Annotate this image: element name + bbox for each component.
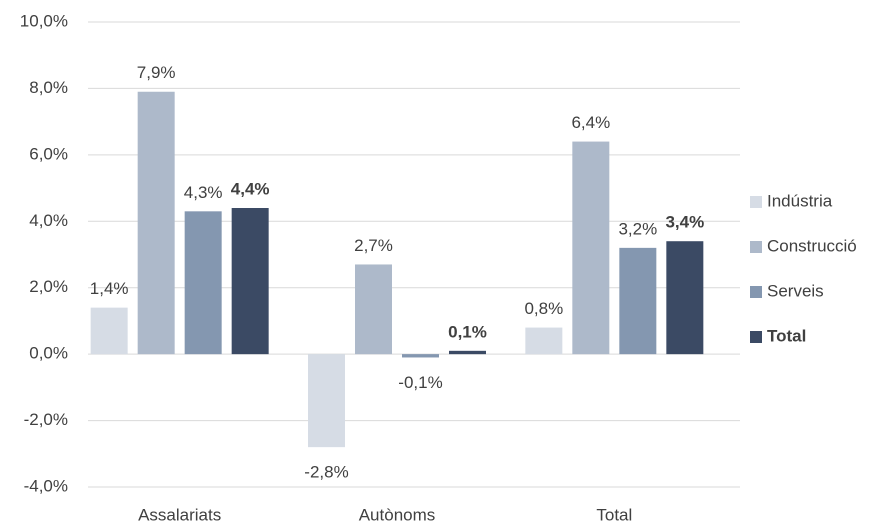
legend-swatch — [750, 196, 762, 208]
legend-label: Construcció — [767, 236, 857, 255]
x-tick-label: Total — [596, 505, 632, 524]
value-label: 1,4% — [90, 279, 129, 298]
legend-label: Total — [767, 326, 806, 345]
bar — [402, 354, 439, 358]
bar — [525, 327, 563, 355]
bar — [137, 91, 175, 355]
y-tick-label: 2,0% — [29, 277, 68, 296]
bar — [572, 141, 610, 355]
y-tick-label: 6,0% — [29, 144, 68, 163]
bar — [90, 307, 128, 355]
bar — [355, 264, 392, 355]
bar — [449, 350, 486, 355]
value-label: 7,9% — [137, 63, 176, 82]
x-tick-label: Autònoms — [359, 505, 436, 524]
bar — [308, 354, 345, 448]
bar — [666, 241, 704, 355]
legend-label: Serveis — [767, 281, 824, 300]
value-label: 4,4% — [231, 179, 270, 198]
y-tick-label: 10,0% — [20, 11, 68, 30]
y-tick-label: 8,0% — [29, 78, 68, 97]
value-label: 4,3% — [184, 183, 223, 202]
bar — [184, 211, 222, 355]
legend-swatch — [750, 241, 762, 253]
y-tick-label: -4,0% — [24, 476, 68, 495]
legend-label: Indústria — [767, 191, 833, 210]
y-tick-label: -2,0% — [24, 410, 68, 429]
value-label: -2,8% — [304, 463, 348, 482]
value-label: -0,1% — [398, 373, 442, 392]
legend-swatch — [750, 286, 762, 298]
x-tick-label: Assalariats — [138, 505, 221, 524]
value-label: 0,8% — [524, 299, 563, 318]
legend-swatch — [750, 331, 762, 343]
y-tick-label: 4,0% — [29, 211, 68, 230]
bar — [619, 247, 657, 355]
value-label: 3,2% — [618, 219, 657, 238]
bar — [231, 208, 269, 355]
value-label: 3,4% — [665, 213, 704, 232]
value-label: 2,7% — [354, 236, 393, 255]
value-label: 0,1% — [448, 322, 487, 341]
value-label: 6,4% — [571, 113, 610, 132]
y-tick-label: 0,0% — [29, 344, 68, 363]
